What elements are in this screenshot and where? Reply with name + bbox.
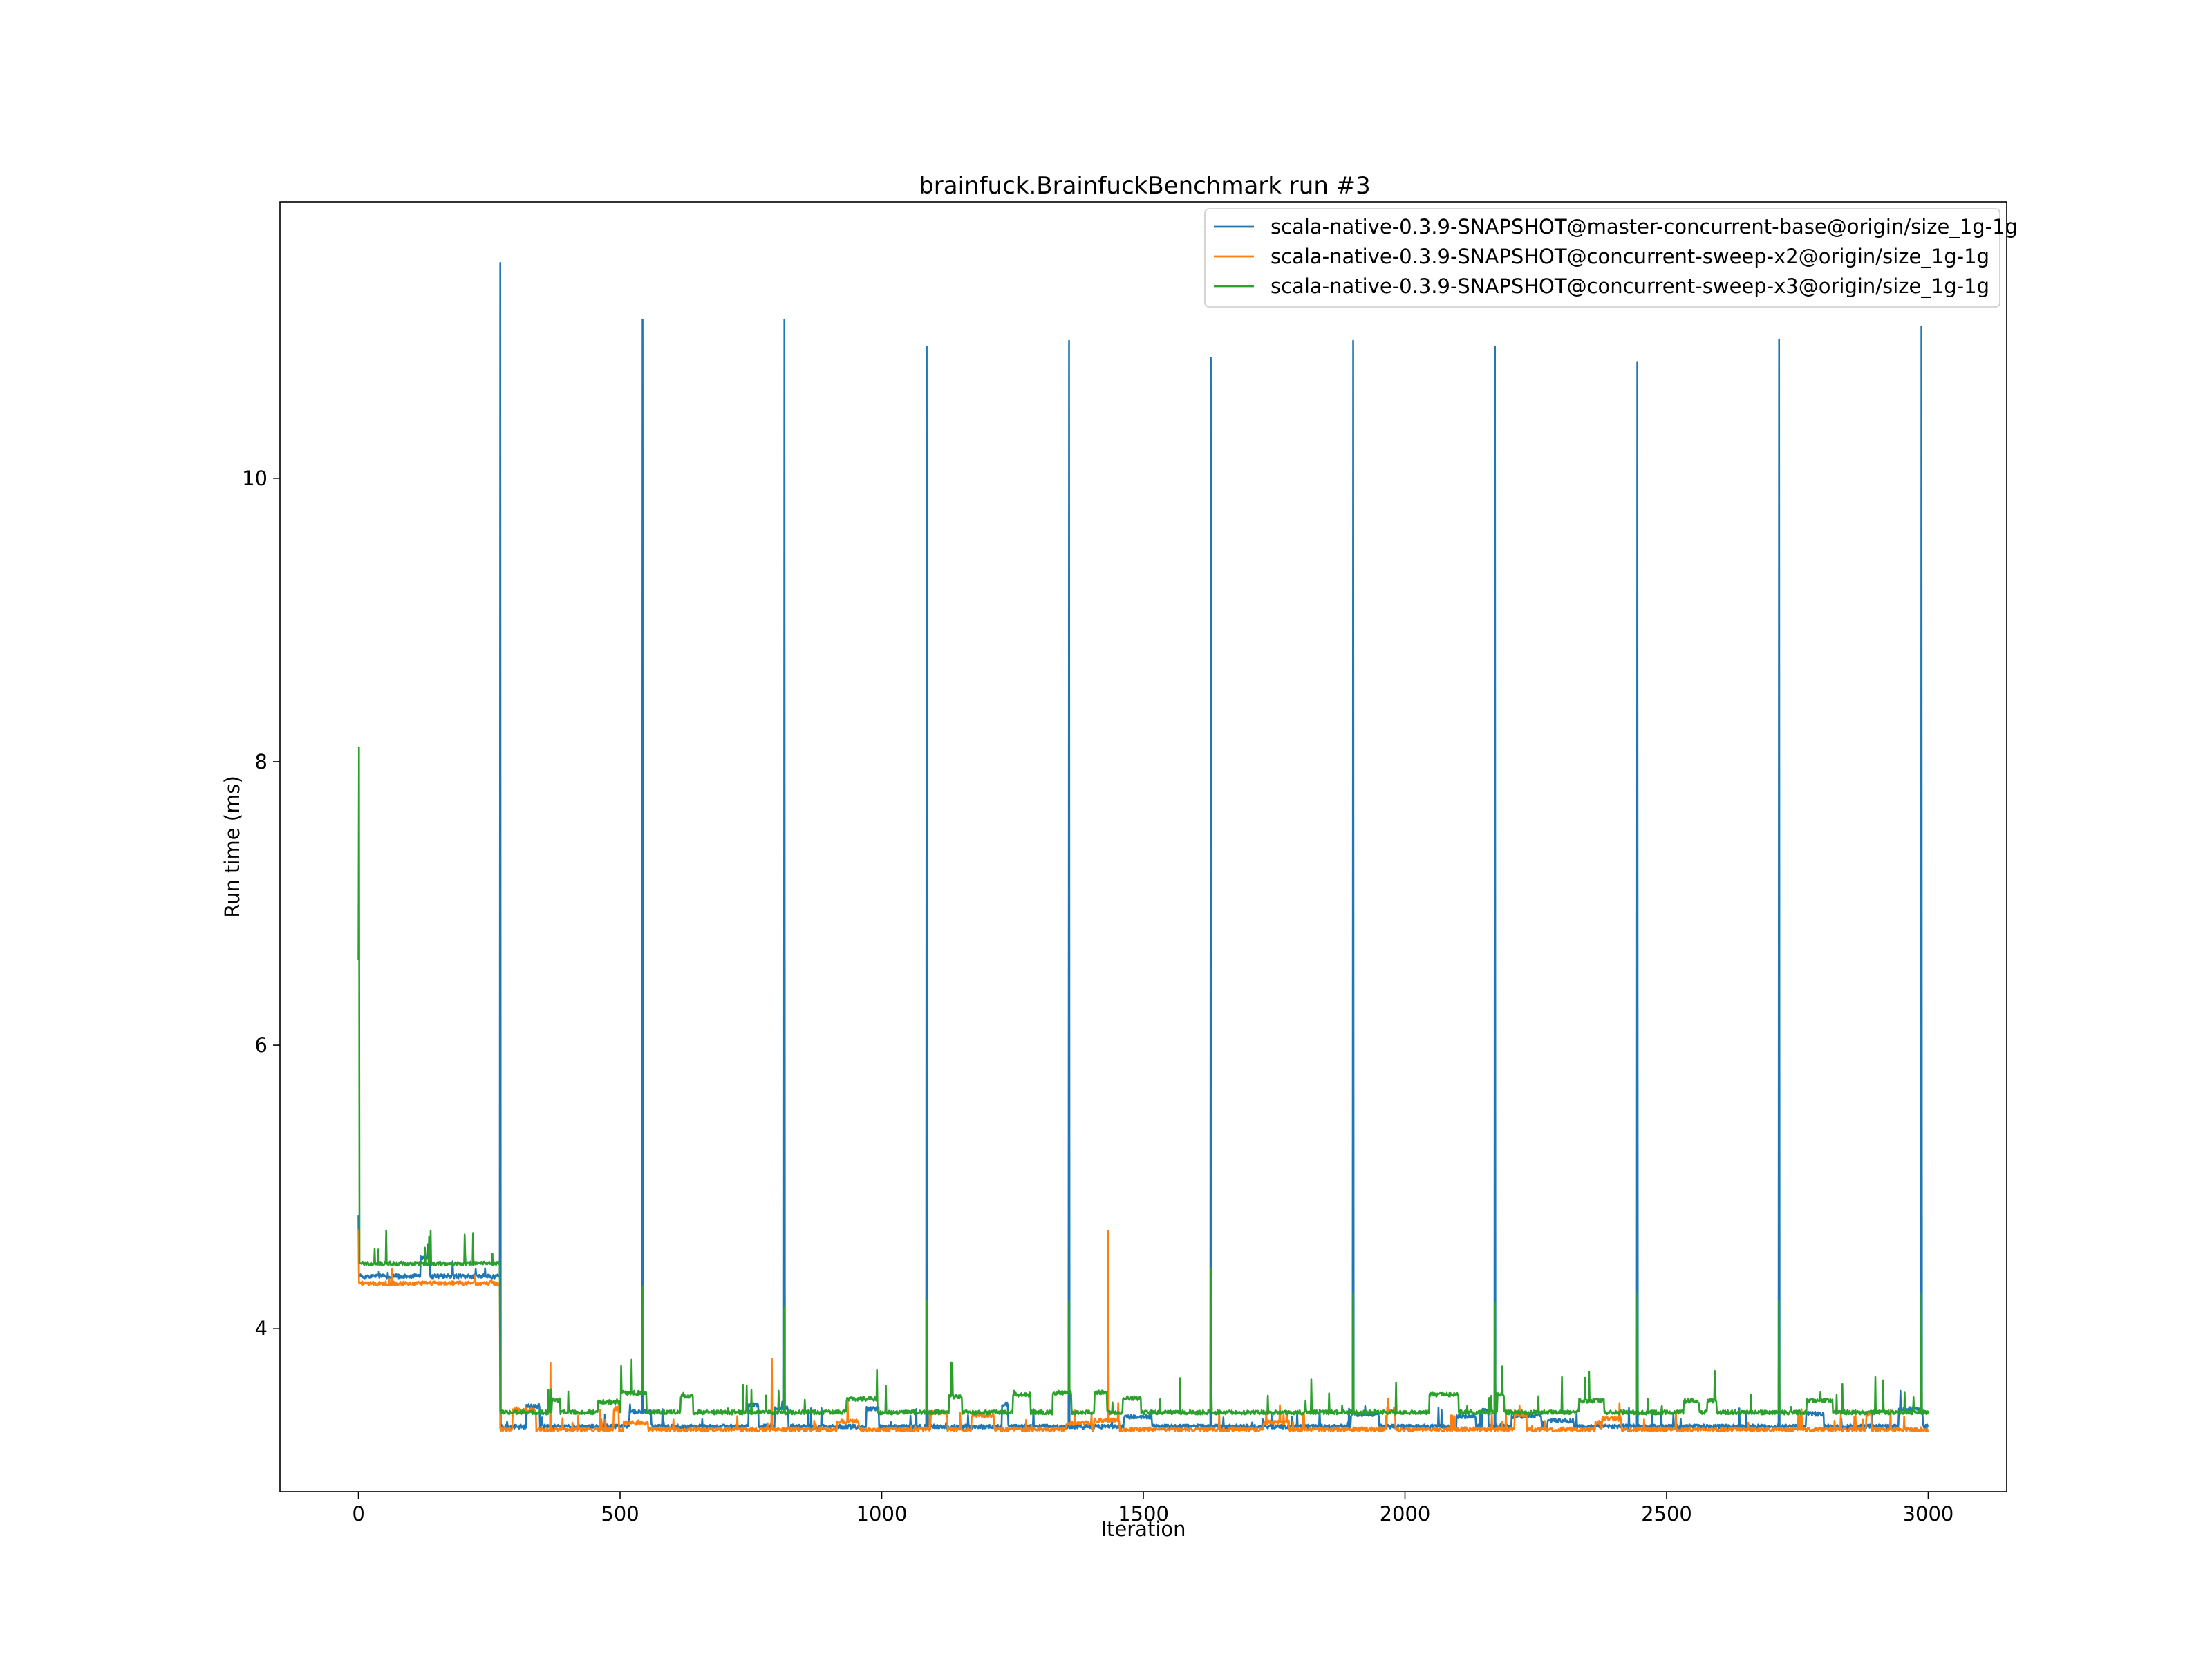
x-tick-label: 2000 <box>1380 1502 1431 1526</box>
y-tick-label: 10 <box>242 467 268 490</box>
y-tick-label: 8 <box>255 750 268 774</box>
y-tick-label: 4 <box>255 1317 268 1340</box>
x-tick-label: 0 <box>352 1502 364 1526</box>
plot-area <box>357 261 1929 1433</box>
legend-label-3: scala-native-0.3.9-SNAPSHOT@concurrent-s… <box>1271 274 1989 298</box>
x-tick-label: 3000 <box>1903 1502 1954 1526</box>
chart-title: brainfuck.BrainfuckBenchmark run #3 <box>919 172 1371 200</box>
x-tick-label: 1000 <box>856 1502 908 1526</box>
series-line-3 <box>357 747 1929 1416</box>
series-line-2 <box>357 1229 1929 1433</box>
x-tick-label: 500 <box>601 1502 639 1526</box>
legend-label-1: scala-native-0.3.9-SNAPSHOT@master-concu… <box>1271 215 2018 238</box>
x-tick-label: 1500 <box>1118 1502 1169 1526</box>
y-axis-label: Run time (ms) <box>221 776 244 918</box>
x-axis: 0 500 1000 1500 2000 2500 3000 <box>352 1492 1953 1526</box>
x-axis-label: Iteration <box>1100 1517 1185 1541</box>
y-tick-label: 6 <box>255 1033 268 1057</box>
x-tick-label: 2500 <box>1641 1502 1692 1526</box>
legend-box <box>1204 208 2000 308</box>
legend-label-2: scala-native-0.3.9-SNAPSHOT@concurrent-s… <box>1271 245 1989 268</box>
y-axis: 4 6 8 10 <box>242 467 280 1340</box>
legend: scala-native-0.3.9-SNAPSHOT@master-concu… <box>1204 208 2018 308</box>
